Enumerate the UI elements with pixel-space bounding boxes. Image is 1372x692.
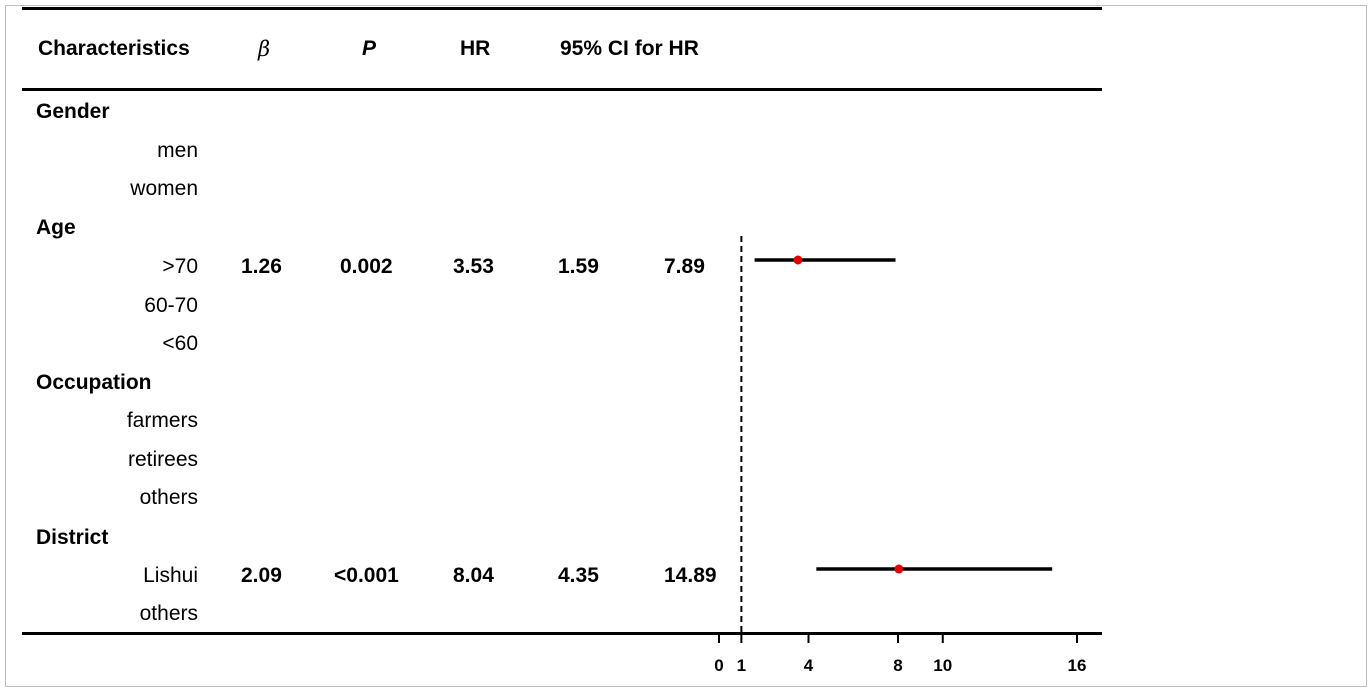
row-label-under60: <60 [162, 332, 198, 355]
p-lishui: <0.001 [334, 564, 399, 587]
x-tick-label-2: 4 [804, 656, 814, 675]
row-label-age: Age [36, 216, 76, 239]
beta-lishui: 2.09 [241, 564, 282, 587]
row-label-district: District [36, 526, 109, 549]
ci-high-over70: 7.89 [664, 255, 705, 278]
row-label-others-district: others [139, 602, 198, 625]
hr-point-1 [894, 564, 904, 574]
row-label-others-occupation: others [139, 486, 198, 509]
header-hr: HR [460, 37, 491, 60]
x-tick-label-3: 8 [893, 656, 902, 675]
ci-high-lishui: 14.89 [664, 564, 717, 587]
row-label-farmers: farmers [126, 409, 198, 432]
table-top-rule [22, 7, 1102, 10]
table-bottom-rule [22, 632, 1102, 635]
hr-lishui: 8.04 [453, 564, 494, 587]
header-characteristics: Characteristics [38, 37, 190, 60]
ci-low-over70: 1.59 [558, 255, 599, 278]
row-label-men: men [157, 139, 198, 162]
header-rule [22, 88, 1102, 91]
hr-point-0 [793, 255, 803, 265]
x-tick-label-5: 16 [1068, 656, 1087, 675]
figure-frame [5, 5, 1367, 687]
header-ci: 95% CI for HR [560, 37, 699, 60]
row-label-over70: >70 [162, 255, 198, 278]
header-p: P [362, 37, 377, 60]
row-label-occupation: Occupation [36, 371, 152, 394]
row-label-retirees: retirees [127, 448, 198, 471]
row-label-women: women [130, 177, 198, 200]
x-tick-label-0: 0 [714, 656, 723, 675]
header-beta: β [258, 37, 271, 61]
beta-over70: 1.26 [241, 255, 282, 278]
ci-low-lishui: 4.35 [558, 564, 599, 587]
p-over70: 0.002 [340, 255, 393, 278]
x-tick-label-1: 1 [737, 656, 746, 675]
row-label-lishui: Lishui [143, 564, 198, 587]
hr-over70: 3.53 [453, 255, 494, 278]
row-label-gender: Gender [36, 100, 110, 123]
x-tick-label-4: 10 [933, 656, 952, 675]
row-label-60-70: 60-70 [144, 294, 198, 317]
